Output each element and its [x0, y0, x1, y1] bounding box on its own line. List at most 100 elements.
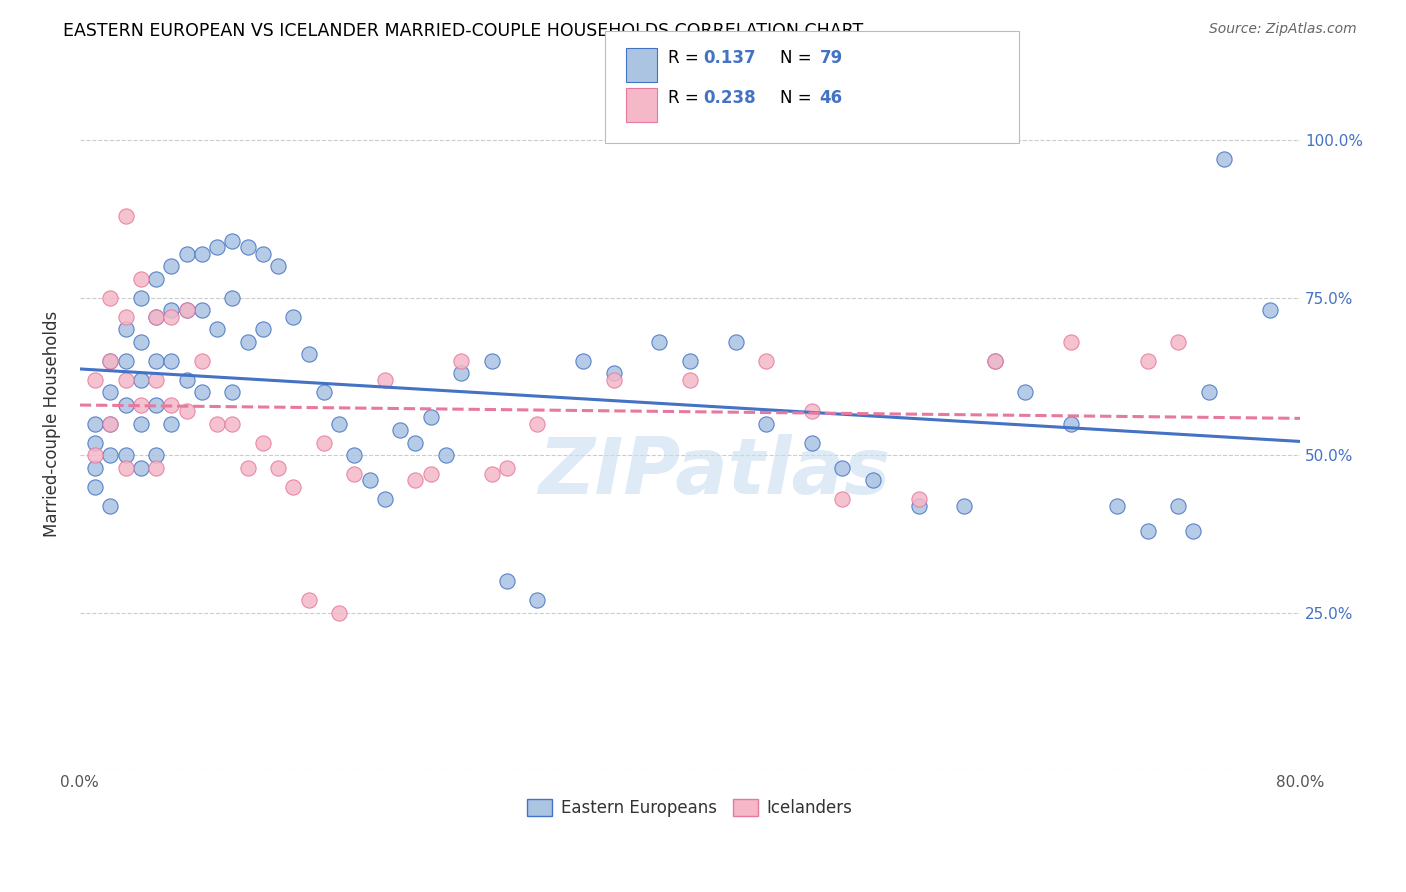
Point — [84, 435, 107, 450]
Point — [343, 467, 366, 481]
Point — [526, 593, 548, 607]
Point — [221, 234, 243, 248]
Point — [496, 460, 519, 475]
Point — [1105, 499, 1128, 513]
Point — [359, 474, 381, 488]
Point — [205, 240, 228, 254]
Point — [1212, 153, 1234, 167]
Point — [114, 322, 136, 336]
Point — [191, 385, 214, 400]
Text: N =: N = — [780, 49, 817, 67]
Point — [679, 373, 702, 387]
Point — [374, 492, 396, 507]
Point — [602, 373, 624, 387]
Point — [984, 353, 1007, 368]
Point — [205, 322, 228, 336]
Point — [252, 435, 274, 450]
Point — [1014, 385, 1036, 400]
Point — [755, 417, 778, 431]
Text: 46: 46 — [820, 89, 842, 107]
Point — [114, 310, 136, 324]
Point — [84, 460, 107, 475]
Point — [84, 373, 107, 387]
Point — [252, 322, 274, 336]
Point — [145, 398, 167, 412]
Point — [1167, 334, 1189, 349]
Point — [1136, 524, 1159, 538]
Point — [283, 480, 305, 494]
Point — [129, 460, 152, 475]
Point — [100, 353, 122, 368]
Point — [145, 310, 167, 324]
Point — [145, 272, 167, 286]
Point — [100, 385, 122, 400]
Point — [191, 303, 214, 318]
Point — [145, 448, 167, 462]
Text: 0.238: 0.238 — [703, 89, 755, 107]
Point — [176, 303, 198, 318]
Point — [1258, 303, 1281, 318]
Text: 79: 79 — [820, 49, 844, 67]
Point — [1198, 385, 1220, 400]
Point — [114, 353, 136, 368]
Text: ZIPatlas: ZIPatlas — [538, 434, 890, 510]
Point — [800, 404, 823, 418]
Point — [100, 417, 122, 431]
Point — [160, 417, 183, 431]
Point — [450, 353, 472, 368]
Y-axis label: Married-couple Households: Married-couple Households — [44, 310, 60, 537]
Point — [434, 448, 457, 462]
Point — [129, 334, 152, 349]
Point — [404, 435, 426, 450]
Point — [374, 373, 396, 387]
Point — [160, 303, 183, 318]
Point — [389, 423, 412, 437]
Point — [953, 499, 976, 513]
Point — [145, 373, 167, 387]
Text: 0.137: 0.137 — [703, 49, 755, 67]
Point — [481, 353, 503, 368]
Point — [129, 398, 152, 412]
Point — [129, 272, 152, 286]
Point — [907, 492, 929, 507]
Point — [267, 260, 290, 274]
Point — [252, 246, 274, 260]
Point — [236, 460, 259, 475]
Point — [129, 291, 152, 305]
Point — [526, 417, 548, 431]
Point — [298, 593, 321, 607]
Text: N =: N = — [780, 89, 817, 107]
Text: Source: ZipAtlas.com: Source: ZipAtlas.com — [1209, 22, 1357, 37]
Point — [100, 499, 122, 513]
Point — [404, 474, 426, 488]
Point — [236, 240, 259, 254]
Point — [755, 353, 778, 368]
Point — [907, 499, 929, 513]
Point — [800, 435, 823, 450]
Point — [84, 417, 107, 431]
Text: R =: R = — [668, 89, 704, 107]
Point — [343, 448, 366, 462]
Point — [419, 410, 441, 425]
Point — [679, 353, 702, 368]
Point — [481, 467, 503, 481]
Point — [572, 353, 595, 368]
Point — [984, 353, 1007, 368]
Point — [1060, 417, 1083, 431]
Point — [221, 385, 243, 400]
Point — [267, 460, 290, 475]
Point — [114, 448, 136, 462]
Point — [312, 385, 335, 400]
Point — [160, 353, 183, 368]
Point — [1167, 499, 1189, 513]
Point — [1060, 334, 1083, 349]
Point — [145, 310, 167, 324]
Point — [283, 310, 305, 324]
Point — [160, 260, 183, 274]
Point — [114, 373, 136, 387]
Point — [100, 353, 122, 368]
Point — [221, 291, 243, 305]
Point — [205, 417, 228, 431]
Point — [145, 353, 167, 368]
Point — [176, 404, 198, 418]
